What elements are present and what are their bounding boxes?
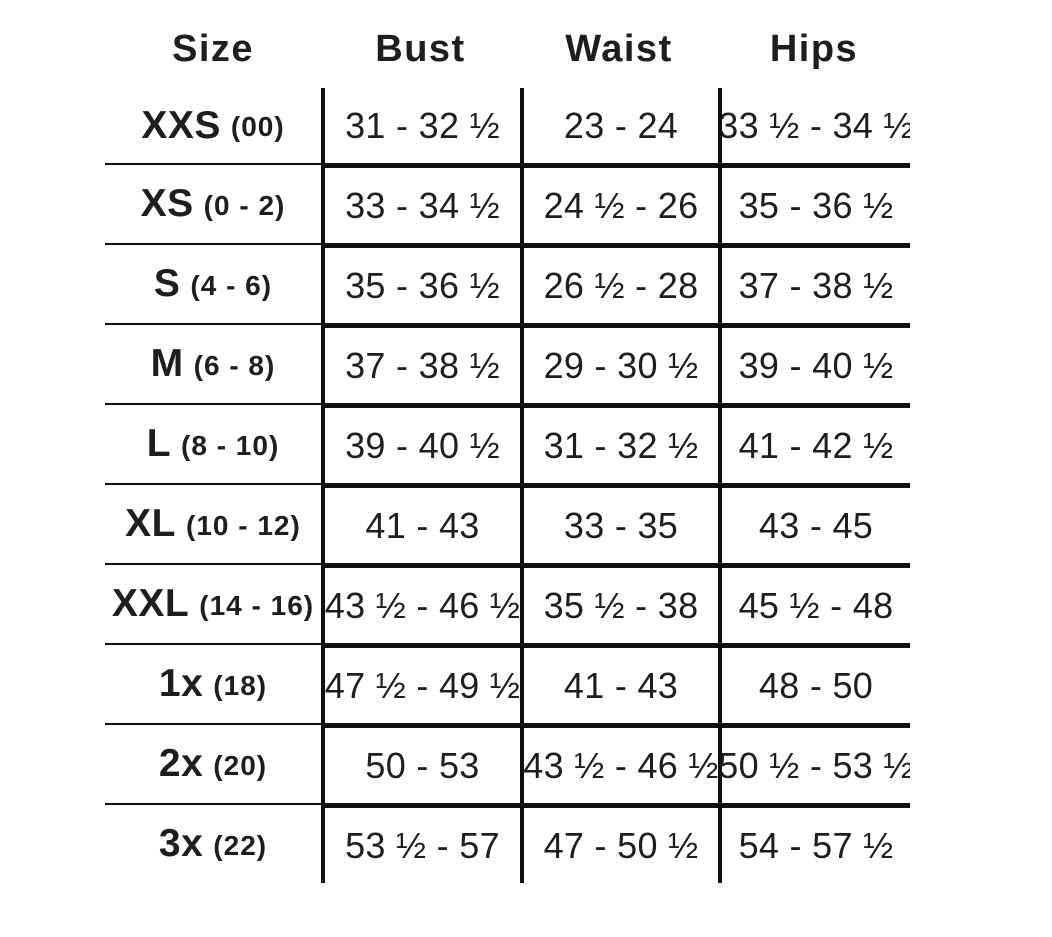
waist-value: 29 - 30 ½ — [520, 323, 718, 403]
hips-value: 54 - 57 ½ — [718, 803, 910, 883]
waist-value: 43 ½ - 46 ½ — [520, 723, 718, 803]
waist-value: 23 - 24 — [520, 88, 718, 163]
size-cell: XL (10 - 12) — [105, 483, 321, 563]
size-name: XL — [125, 502, 176, 545]
size-name: S — [153, 262, 181, 305]
table-row: 3x (22) 53 ½ - 57 47 - 50 ½ 54 - 57 ½ — [105, 803, 910, 883]
size-cell: 3x (22) — [105, 803, 321, 883]
size-number-range: (4 - 6) — [190, 269, 273, 301]
size-cell: M (6 - 8) — [105, 323, 321, 403]
table-row: 1x (18) 47 ½ - 49 ½ 41 - 43 48 - 50 — [105, 643, 910, 723]
size-number-range: (8 - 10) — [181, 429, 280, 461]
hips-value: 35 - 36 ½ — [718, 163, 910, 243]
size-name: L — [146, 422, 172, 465]
size-number-range: (00) — [230, 111, 285, 142]
size-number-range: (14 - 16) — [199, 589, 315, 621]
waist-value: 47 - 50 ½ — [520, 803, 718, 883]
size-number-range: (20) — [213, 749, 268, 781]
size-name: 3x — [158, 822, 204, 865]
size-cell: L (8 - 10) — [105, 403, 321, 483]
hips-value: 48 - 50 — [718, 643, 910, 723]
size-number-range: (22) — [213, 829, 268, 861]
bust-value: 53 ½ - 57 — [321, 803, 520, 883]
table-body: XXS (00) 31 - 32 ½ 23 - 24 33 ½ - 34 ½ X… — [105, 88, 910, 883]
hips-value: 37 - 38 ½ — [718, 243, 910, 323]
size-name: XXL — [111, 582, 190, 625]
size-cell: S (4 - 6) — [105, 243, 321, 323]
bust-value: 43 ½ - 46 ½ — [321, 563, 520, 643]
column-header-bust: Bust — [375, 27, 466, 70]
size-number-range: (6 - 8) — [193, 349, 276, 381]
size-cell: XXS (00) — [105, 88, 321, 163]
table-row: M (6 - 8) 37 - 38 ½ 29 - 30 ½ 39 - 40 ½ — [105, 323, 910, 403]
size-cell: XXL (14 - 16) — [105, 563, 321, 643]
column-header-hips: Hips — [769, 27, 859, 70]
hips-value: 43 - 45 — [718, 483, 910, 563]
waist-value: 24 ½ - 26 — [520, 163, 718, 243]
waist-value: 31 - 32 ½ — [520, 403, 718, 483]
table-row: XXS (00) 31 - 32 ½ 23 - 24 33 ½ - 34 ½ — [105, 88, 910, 163]
bust-value: 41 - 43 — [321, 483, 520, 563]
column-header-waist: Waist — [565, 27, 673, 70]
size-cell: 2x (20) — [105, 723, 321, 803]
size-number-range: (0 - 2) — [203, 189, 286, 221]
bust-value: 33 - 34 ½ — [321, 163, 520, 243]
size-name: 2x — [158, 742, 204, 785]
bust-value: 31 - 32 ½ — [321, 88, 520, 163]
waist-value: 41 - 43 — [520, 643, 718, 723]
size-name: XXS — [141, 103, 221, 147]
bust-value: 47 ½ - 49 ½ — [321, 643, 520, 723]
table-row: XL (10 - 12) 41 - 43 33 - 35 43 - 45 — [105, 483, 910, 563]
size-name: XS — [140, 182, 194, 225]
hips-value: 41 - 42 ½ — [718, 403, 910, 483]
table-row: XXL (14 - 16) 43 ½ - 46 ½ 35 ½ - 38 45 ½… — [105, 563, 910, 643]
hips-value: 33 ½ - 34 ½ — [718, 88, 910, 163]
column-header-size: Size — [171, 27, 255, 70]
size-number-range: (10 - 12) — [186, 509, 301, 541]
size-cell: 1x (18) — [105, 643, 321, 723]
bust-value: 39 - 40 ½ — [321, 403, 520, 483]
waist-value: 33 - 35 — [520, 483, 718, 563]
waist-value: 35 ½ - 38 — [520, 563, 718, 643]
table-header: Size Bust Waist Hips — [105, 0, 910, 88]
table-row: L (8 - 10) 39 - 40 ½ 31 - 32 ½ 41 - 42 ½ — [105, 403, 910, 483]
table-row: XS (0 - 2) 33 - 34 ½ 24 ½ - 26 35 - 36 ½ — [105, 163, 910, 243]
size-number-range: (18) — [213, 669, 268, 701]
size-name: 1x — [158, 662, 204, 705]
bust-value: 50 - 53 — [321, 723, 520, 803]
bust-value: 35 - 36 ½ — [321, 243, 520, 323]
hips-value: 39 - 40 ½ — [718, 323, 910, 403]
size-name: M — [150, 342, 184, 385]
size-chart-table: Size Bust Waist Hips XXS (00) 31 - 32 ½ … — [105, 0, 910, 883]
bust-value: 37 - 38 ½ — [321, 323, 520, 403]
hips-value: 45 ½ - 48 — [718, 563, 910, 643]
hips-value: 50 ½ - 53 ½ — [718, 723, 910, 803]
waist-value: 26 ½ - 28 — [520, 243, 718, 323]
table-row: 2x (20) 50 - 53 43 ½ - 46 ½ 50 ½ - 53 ½ — [105, 723, 910, 803]
table-row: S (4 - 6) 35 - 36 ½ 26 ½ - 28 37 - 38 ½ — [105, 243, 910, 323]
size-cell: XS (0 - 2) — [105, 163, 321, 243]
